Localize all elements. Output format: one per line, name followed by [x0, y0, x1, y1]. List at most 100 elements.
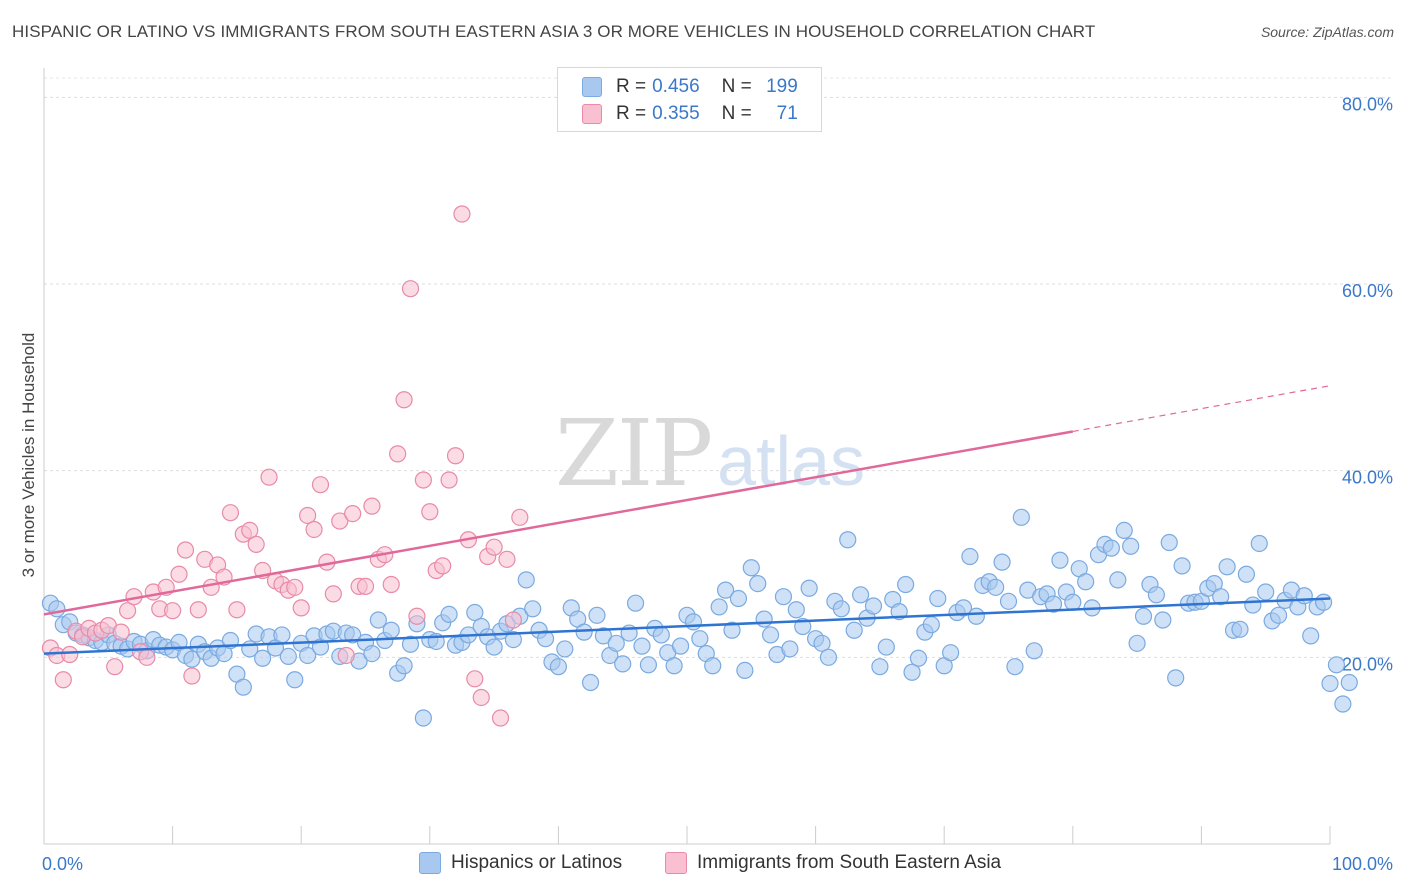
point-hispanics: [716, 581, 735, 599]
point-hispanics: [954, 599, 973, 617]
point-hispanics: [633, 637, 651, 655]
point-hispanics: [800, 579, 818, 597]
y-tick-label: 80.0%: [1342, 94, 1393, 114]
point-hispanics: [845, 621, 863, 639]
legend-row-hispanics: R = 0.456 N = 199: [582, 74, 798, 100]
point-hispanics: [485, 638, 503, 656]
point-immigrants: [491, 709, 510, 727]
y-tick-label: 20.0%: [1342, 654, 1393, 674]
point-hispanics: [299, 646, 317, 665]
point-hispanics: [575, 623, 593, 641]
point-hispanics: [234, 678, 252, 696]
point-hispanics: [395, 657, 413, 675]
point-hispanics: [594, 627, 613, 645]
point-hispanics: [987, 578, 1005, 596]
x-tick-label-max: 100.0%: [1332, 854, 1393, 874]
point-hispanics: [929, 589, 947, 608]
point-immigrants: [176, 541, 195, 559]
point-immigrants: [453, 205, 471, 223]
point-hispanics: [626, 594, 645, 612]
point-hispanics: [852, 586, 870, 604]
point-hispanics: [755, 610, 773, 628]
point-hispanics: [1006, 658, 1024, 676]
point-immigrants: [511, 508, 529, 526]
point-hispanics: [466, 603, 484, 622]
point-immigrants: [498, 550, 516, 568]
point-immigrants: [382, 575, 400, 594]
point-hispanics: [1173, 557, 1191, 575]
point-immigrants: [138, 648, 156, 666]
point-hispanics: [781, 640, 799, 658]
point-hispanics: [1115, 521, 1133, 540]
point-hispanics: [1295, 587, 1313, 605]
y-tick-label: 40.0%: [1342, 468, 1393, 488]
point-hispanics: [536, 630, 555, 648]
point-hispanics: [1257, 583, 1275, 601]
point-immigrants: [421, 503, 439, 521]
point-hispanics: [761, 626, 780, 644]
chart-title: HISPANIC OR LATINO VS IMMIGRANTS FROM SO…: [12, 22, 1096, 41]
point-immigrants: [241, 521, 259, 540]
point-immigrants: [305, 520, 323, 539]
point-hispanics: [794, 617, 812, 636]
point-immigrants: [189, 601, 207, 619]
point-hispanics: [1302, 627, 1320, 645]
point-hispanics: [254, 649, 272, 667]
point-hispanics: [832, 600, 850, 618]
point-hispanics: [401, 635, 420, 653]
point-immigrants: [440, 471, 458, 489]
point-immigrants: [311, 476, 330, 494]
point-immigrants: [112, 623, 130, 641]
point-hispanics: [1244, 596, 1262, 614]
point-immigrants: [344, 504, 362, 523]
point-hispanics: [1334, 695, 1352, 713]
point-hispanics: [922, 616, 940, 634]
point-hispanics: [684, 613, 703, 631]
point-hispanics: [742, 559, 760, 577]
point-hispanics: [588, 606, 606, 624]
point-immigrants: [292, 599, 310, 617]
point-hispanics: [1077, 573, 1095, 591]
point-hispanics: [363, 644, 381, 663]
point-hispanics: [382, 621, 400, 639]
point-hispanics: [652, 626, 670, 644]
point-immigrants: [118, 602, 137, 620]
point-immigrants: [356, 577, 375, 596]
point-hispanics: [1134, 607, 1153, 625]
point-hispanics: [1327, 656, 1346, 674]
trendline-immigrants-extension: [1072, 385, 1331, 433]
correlation-legend: R = 0.456 N = 199 R = 0.355 N = 71: [557, 67, 822, 132]
legend-n-label: N =: [721, 103, 752, 124]
point-immigrants: [260, 468, 278, 486]
point-hispanics: [871, 658, 889, 676]
point-hispanics: [1102, 539, 1120, 557]
point-immigrants: [61, 645, 79, 664]
point-hispanics: [273, 626, 291, 644]
point-hispanics: [967, 607, 985, 625]
point-hispanics: [1122, 537, 1140, 555]
point-immigrants: [221, 504, 240, 522]
point-hispanics: [1269, 606, 1288, 624]
point-hispanics: [1231, 620, 1249, 638]
legend-n-value: 71: [776, 103, 798, 124]
point-immigrants: [337, 646, 355, 665]
point-immigrants: [395, 391, 413, 409]
point-hispanics: [183, 650, 201, 668]
source-label: Source: ZipAtlas.com: [1260, 24, 1394, 40]
point-hispanics: [774, 588, 793, 606]
legend-r-label: R =: [616, 76, 647, 97]
legend-row-immigrants: R = 0.355 N = 71: [582, 101, 798, 127]
point-hispanics: [1314, 593, 1333, 611]
legend-swatch-hispanics: [582, 77, 602, 97]
point-immigrants: [363, 497, 381, 515]
point-hispanics: [279, 647, 297, 666]
point-hispanics: [993, 553, 1011, 571]
point-hispanics: [704, 657, 722, 675]
point-immigrants: [54, 671, 72, 689]
point-hispanics: [581, 673, 600, 692]
y-axis-label: 3 or more Vehicles in Household: [19, 333, 38, 578]
point-hispanics: [749, 574, 767, 593]
point-hispanics: [999, 592, 1018, 610]
point-immigrants: [466, 670, 484, 688]
point-immigrants: [324, 585, 342, 603]
